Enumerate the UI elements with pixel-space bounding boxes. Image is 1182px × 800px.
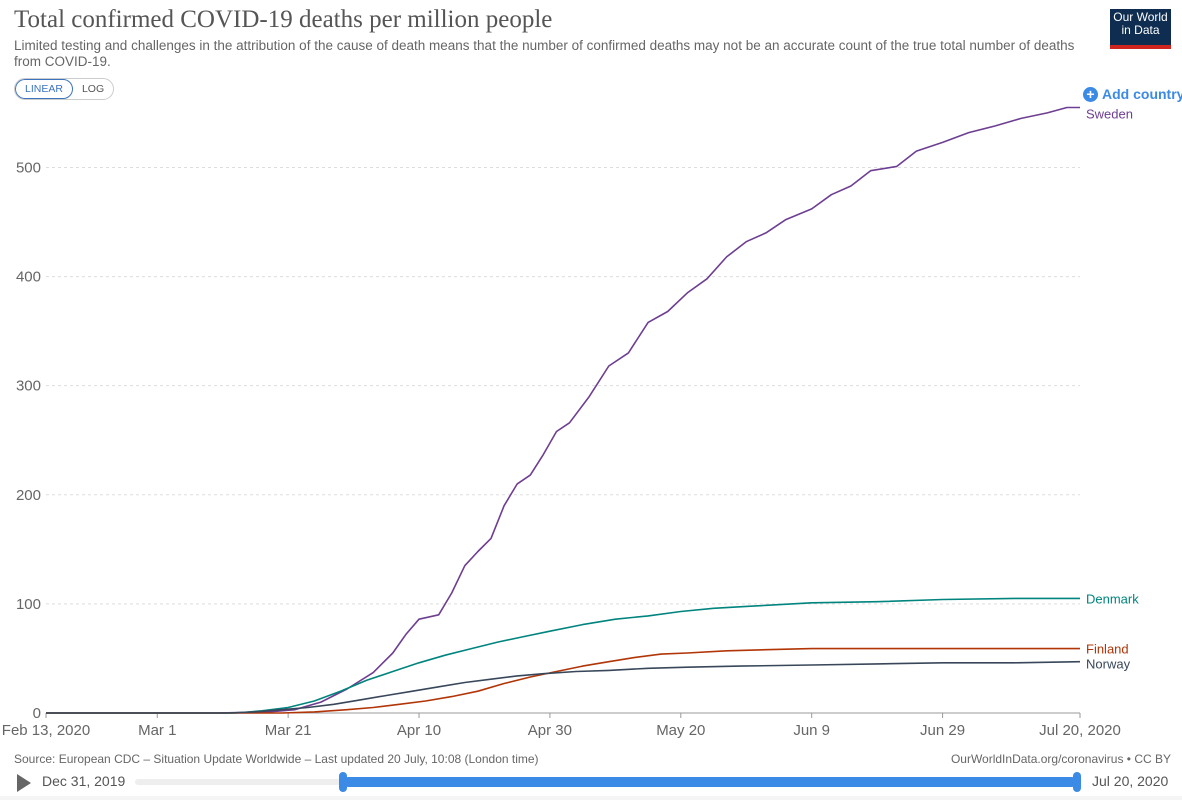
series-line-sweden bbox=[46, 106, 1080, 714]
add-country-button[interactable]: + Add country bbox=[1083, 86, 1182, 102]
bottom-strip bbox=[0, 796, 1182, 800]
series-label-finland: Finland bbox=[1086, 642, 1129, 657]
plus-circle-icon: + bbox=[1083, 86, 1098, 102]
log-scale-button[interactable]: LOG bbox=[81, 83, 105, 95]
timeline-start-label: Dec 31, 2019 bbox=[42, 773, 126, 789]
x-tick-label: Jun 29 bbox=[920, 722, 965, 739]
y-tick-label: 400 bbox=[16, 269, 41, 286]
logo-line-1: Our World bbox=[1113, 10, 1168, 24]
play-icon[interactable] bbox=[17, 774, 31, 792]
owid-logo[interactable]: Our World in Data bbox=[1110, 9, 1171, 49]
series-label-sweden: Sweden bbox=[1086, 106, 1133, 121]
timeline-end-handle[interactable] bbox=[1073, 772, 1081, 792]
timeline-slider: Dec 31, 2019 Jul 20, 2020 bbox=[0, 770, 1182, 794]
y-tick-label: 300 bbox=[16, 378, 41, 395]
x-tick-label: Feb 13, 2020 bbox=[2, 722, 90, 739]
y-tick-label: 200 bbox=[16, 487, 41, 504]
y-tick-label: 500 bbox=[16, 159, 41, 176]
logo-line-2: in Data bbox=[1121, 23, 1160, 37]
site-credit-link[interactable]: OurWorldInData.org/coronavirus • CC BY bbox=[950, 752, 1171, 766]
timeline-end-label: Jul 20, 2020 bbox=[1092, 773, 1169, 789]
y-tick-label: 100 bbox=[16, 596, 41, 613]
timeline-selected-range[interactable] bbox=[343, 777, 1077, 787]
x-tick-label: Jul 20, 2020 bbox=[1039, 722, 1121, 739]
timeline-start-handle[interactable] bbox=[339, 772, 347, 792]
series-line-norway bbox=[46, 660, 1081, 714]
scale-toggle: LINEAR LOG bbox=[14, 78, 115, 100]
line-chart: 0 100 200 300 400 500 Feb 13, 2020 Mar 1 Mar 21 A… bbox=[2, 106, 1139, 739]
series-label-denmark: Denmark bbox=[1086, 591, 1139, 606]
x-tick-label: May 20 bbox=[656, 722, 705, 739]
chart-title: Total confirmed COVID-19 deaths per mill… bbox=[14, 6, 553, 33]
x-tick-label: Mar 1 bbox=[138, 722, 176, 739]
x-tick-label: Jun 9 bbox=[793, 722, 830, 739]
y-tick-label: 0 bbox=[33, 705, 41, 722]
series-line-finland bbox=[46, 647, 1080, 714]
x-tick-label: Apr 30 bbox=[528, 722, 572, 739]
chart-subtitle: Limited testing and challenges in the at… bbox=[14, 38, 1075, 69]
source-note: Source: European CDC – Situation Update … bbox=[14, 752, 539, 766]
linear-scale-button[interactable]: LINEAR bbox=[15, 79, 73, 99]
series-label-norway: Norway bbox=[1086, 657, 1131, 672]
series-line-denmark bbox=[46, 597, 1080, 714]
add-country-label: Add country bbox=[1102, 86, 1182, 102]
x-tick-label: Mar 21 bbox=[265, 722, 312, 739]
x-tick-label: Apr 10 bbox=[397, 722, 441, 739]
